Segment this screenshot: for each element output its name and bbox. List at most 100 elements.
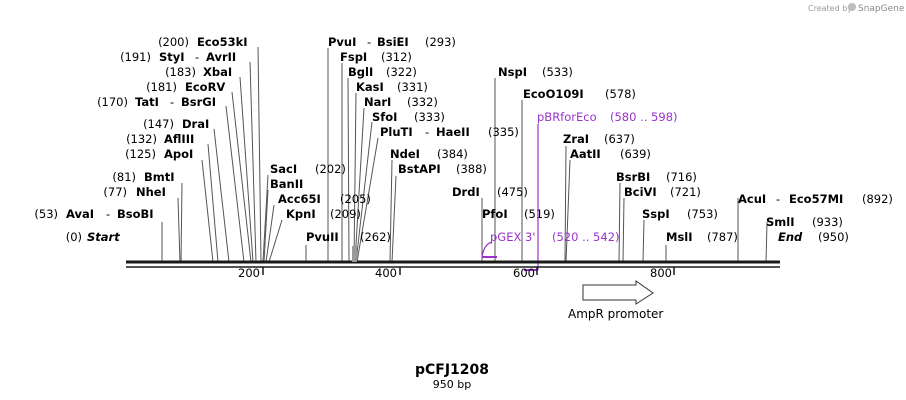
backbone — [126, 246, 780, 268]
site-sep: - — [195, 50, 199, 64]
snapgene-logo-icon — [848, 3, 856, 11]
site-name: Acc65I — [278, 192, 321, 206]
site-pos: (637) — [604, 132, 635, 146]
site-pos: (519) — [524, 207, 555, 221]
site-pos: (53) — [34, 207, 58, 221]
site-pos: (209) — [330, 207, 361, 221]
site-name: PvuI — [328, 35, 356, 49]
primer-name: pBRforEco — [537, 110, 597, 124]
site-name: AcuI — [738, 192, 766, 206]
site-pos: (125) — [125, 147, 156, 161]
site-name: BanII — [270, 177, 303, 191]
site-pos: (183) — [165, 65, 196, 79]
site-sep: - — [106, 207, 110, 221]
site-pos: (578) — [605, 87, 636, 101]
site-pos: (721) — [670, 185, 701, 199]
site-pos: (293) — [425, 35, 456, 49]
site-pos: (312) — [381, 50, 412, 64]
site-pos: (132) — [126, 132, 157, 146]
site-name: MslI — [666, 230, 693, 244]
primer-pbrforeco[interactable]: pBRforEco (580 .. 598) — [524, 110, 678, 271]
ruler: 200 400 600 800 — [238, 266, 675, 280]
site-name: NheI — [136, 185, 166, 199]
site-name: XbaI — [203, 65, 232, 79]
site-pos: (262) — [360, 230, 391, 244]
site-pos: (202) — [315, 162, 346, 176]
site-pos: (787) — [707, 230, 738, 244]
site-pos: (716) — [666, 170, 697, 184]
site-sep: - — [367, 35, 371, 49]
site-pos: (333) — [414, 110, 445, 124]
site-name: BsiEI — [377, 35, 409, 49]
site-labels: (0) Start (53) AvaI - BsoBI (77) NheI (8… — [34, 35, 893, 244]
site-name: TatI — [135, 95, 159, 109]
site-pos: (388) — [456, 162, 487, 176]
site-name: BsrGI — [181, 95, 216, 109]
site-name: SfoI — [372, 110, 397, 124]
site-name: BsrBI — [616, 170, 650, 184]
feature-label: AmpR promoter — [568, 307, 663, 321]
primer-pgex3[interactable]: pGEX 3' (520 .. 542) — [481, 230, 620, 258]
primer-range: (520 .. 542) — [552, 230, 620, 244]
site-pos: (331) — [397, 80, 428, 94]
site-name: DrdI — [452, 185, 480, 199]
site-name: ApoI — [164, 147, 193, 161]
site-pos: (335) — [488, 125, 519, 139]
site-pos: (0) — [66, 230, 82, 244]
site-pos: (950) — [818, 230, 849, 244]
site-name: HaeII — [436, 125, 470, 139]
site-name: EcoO109I — [523, 87, 584, 101]
site-sep: - — [170, 95, 174, 109]
site-pos: (753) — [687, 207, 718, 221]
credit-brand: SnapGene — [858, 4, 905, 14]
site-name: BstAPI — [398, 162, 441, 176]
site-name: Eco57MI — [789, 192, 843, 206]
site-name: Start — [87, 230, 120, 244]
site-lines — [161, 46, 768, 263]
site-name: SspI — [642, 207, 670, 221]
site-name: Eco53kI — [197, 35, 248, 49]
site-sep: - — [776, 192, 780, 206]
site-name: AvaI — [66, 207, 94, 221]
site-name: End — [778, 230, 803, 244]
site-pos: (147) — [143, 117, 174, 131]
site-pos: (205) — [340, 192, 371, 206]
credit-prefix: Created by — [808, 4, 852, 13]
site-pos: (892) — [862, 192, 893, 206]
site-name: FspI — [340, 50, 367, 64]
site-name: BsoBI — [117, 207, 154, 221]
tick-label: 400 — [375, 266, 397, 280]
site-pos: (322) — [386, 65, 417, 79]
tick-label: 800 — [650, 266, 672, 280]
site-name: BmtI — [144, 170, 175, 184]
site-pos: (170) — [97, 95, 128, 109]
site-pos: (475) — [497, 185, 528, 199]
feature-ampr-promoter[interactable]: AmpR promoter — [568, 280, 663, 321]
site-name: EcoRV — [185, 80, 225, 94]
site-name: StyI — [159, 50, 185, 64]
site-pos: (639) — [620, 147, 651, 161]
site-name: PfoI — [482, 207, 508, 221]
site-pos: (933) — [812, 215, 843, 229]
primer-range: (580 .. 598) — [610, 110, 678, 124]
site-pos: (77) — [103, 185, 127, 199]
site-name: KpnI — [286, 207, 316, 221]
site-name: NspI — [498, 65, 527, 79]
site-name: NarI — [364, 95, 391, 109]
site-name: PvuII — [306, 230, 339, 244]
site-name: SmlI — [766, 215, 795, 229]
site-name: SacI — [270, 162, 297, 176]
site-pos: (384) — [437, 147, 468, 161]
primer-name: pGEX 3' — [490, 230, 536, 244]
site-name: ZraI — [563, 132, 589, 146]
site-name: DraI — [182, 117, 209, 131]
site-sep: - — [425, 125, 429, 139]
plasmid-length: 950 bp — [433, 378, 471, 391]
site-name: PluTI — [380, 125, 413, 139]
site-pos: (81) — [112, 170, 136, 184]
site-name: AflIII — [164, 132, 194, 146]
site-name: AvrII — [206, 50, 236, 64]
site-name: BglI — [348, 65, 373, 79]
site-pos: (181) — [146, 80, 177, 94]
